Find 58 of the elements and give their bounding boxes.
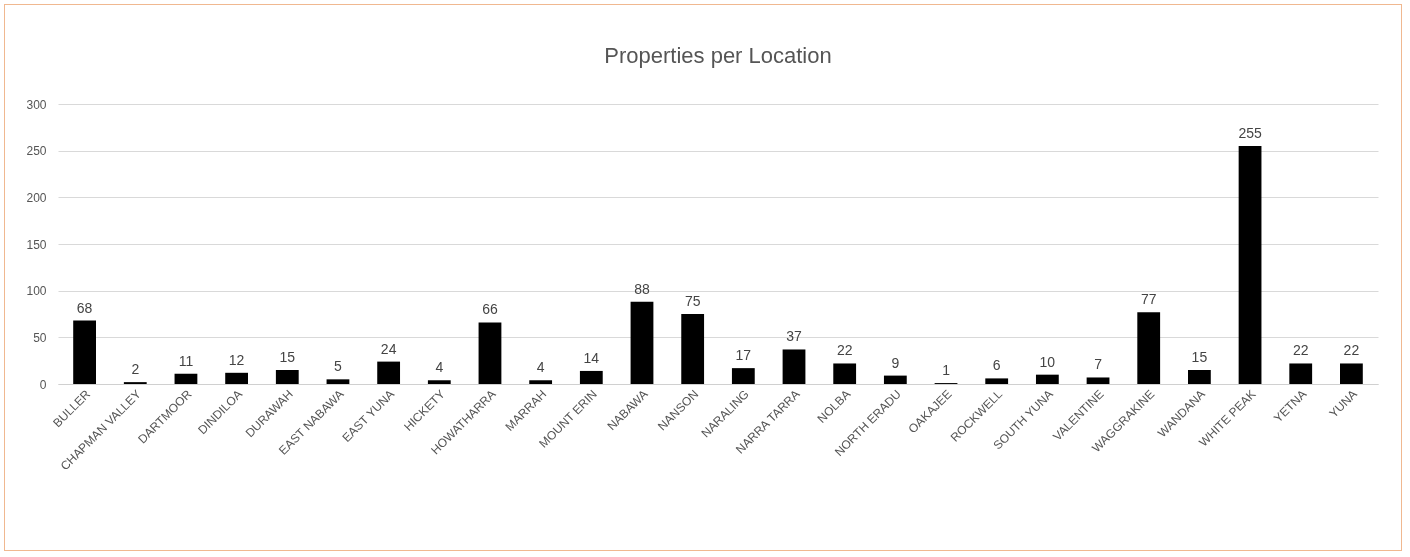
data-label: 12 <box>228 351 245 368</box>
bar <box>326 379 350 384</box>
data-label: 10 <box>1039 353 1056 370</box>
y-tick-label: 250 <box>26 144 47 159</box>
bar <box>1086 377 1110 384</box>
data-label: 14 <box>583 349 600 366</box>
data-label: 4 <box>536 359 545 376</box>
data-label: 75 <box>684 293 701 309</box>
data-label: 1 <box>942 362 951 379</box>
bar <box>225 372 249 384</box>
bar <box>1137 312 1161 384</box>
bar <box>73 320 96 384</box>
data-label: 77 <box>1140 291 1157 308</box>
y-tick-label: 0 <box>39 377 47 392</box>
data-label: 22 <box>1343 342 1360 359</box>
chart-title: Properties per Location <box>604 43 832 68</box>
bar <box>1238 146 1262 384</box>
data-label: 11 <box>178 352 194 369</box>
data-label: 68 <box>76 299 93 316</box>
data-label: 15 <box>1191 349 1208 365</box>
y-tick-label: 300 <box>26 97 47 112</box>
bar <box>579 370 603 384</box>
data-label: 2 <box>131 361 140 378</box>
data-label: 5 <box>334 358 343 375</box>
data-label: 15 <box>279 349 296 365</box>
bar <box>377 361 401 384</box>
bar <box>275 370 299 384</box>
bar <box>529 380 553 384</box>
data-label: 255 <box>1238 125 1262 141</box>
data-label: 66 <box>482 301 498 318</box>
data-label: 17 <box>735 347 752 364</box>
data-label: 24 <box>380 340 397 357</box>
data-label: 6 <box>992 357 1001 374</box>
data-label: 7 <box>1094 356 1103 373</box>
bar <box>782 349 806 384</box>
data-label: 4 <box>435 359 444 376</box>
bar <box>1187 370 1211 384</box>
y-tick-label: 50 <box>33 330 47 345</box>
data-label: 22 <box>1292 342 1309 359</box>
bar <box>630 301 654 384</box>
y-tick-label: 150 <box>26 237 47 252</box>
bar <box>427 380 451 384</box>
bar <box>731 368 755 384</box>
bar <box>174 373 198 384</box>
bar <box>883 375 907 384</box>
bar <box>478 322 502 384</box>
data-label: 22 <box>836 342 853 359</box>
bar <box>1035 374 1059 384</box>
data-label: 88 <box>634 280 650 297</box>
data-label: 37 <box>786 328 802 345</box>
data-label: 9 <box>891 354 900 371</box>
bar <box>985 378 1009 384</box>
y-tick-label: 200 <box>26 190 47 205</box>
bar <box>1289 363 1313 384</box>
bar <box>1340 363 1363 384</box>
y-tick-label: 100 <box>26 284 47 299</box>
bar <box>681 314 705 384</box>
bar <box>833 363 857 384</box>
